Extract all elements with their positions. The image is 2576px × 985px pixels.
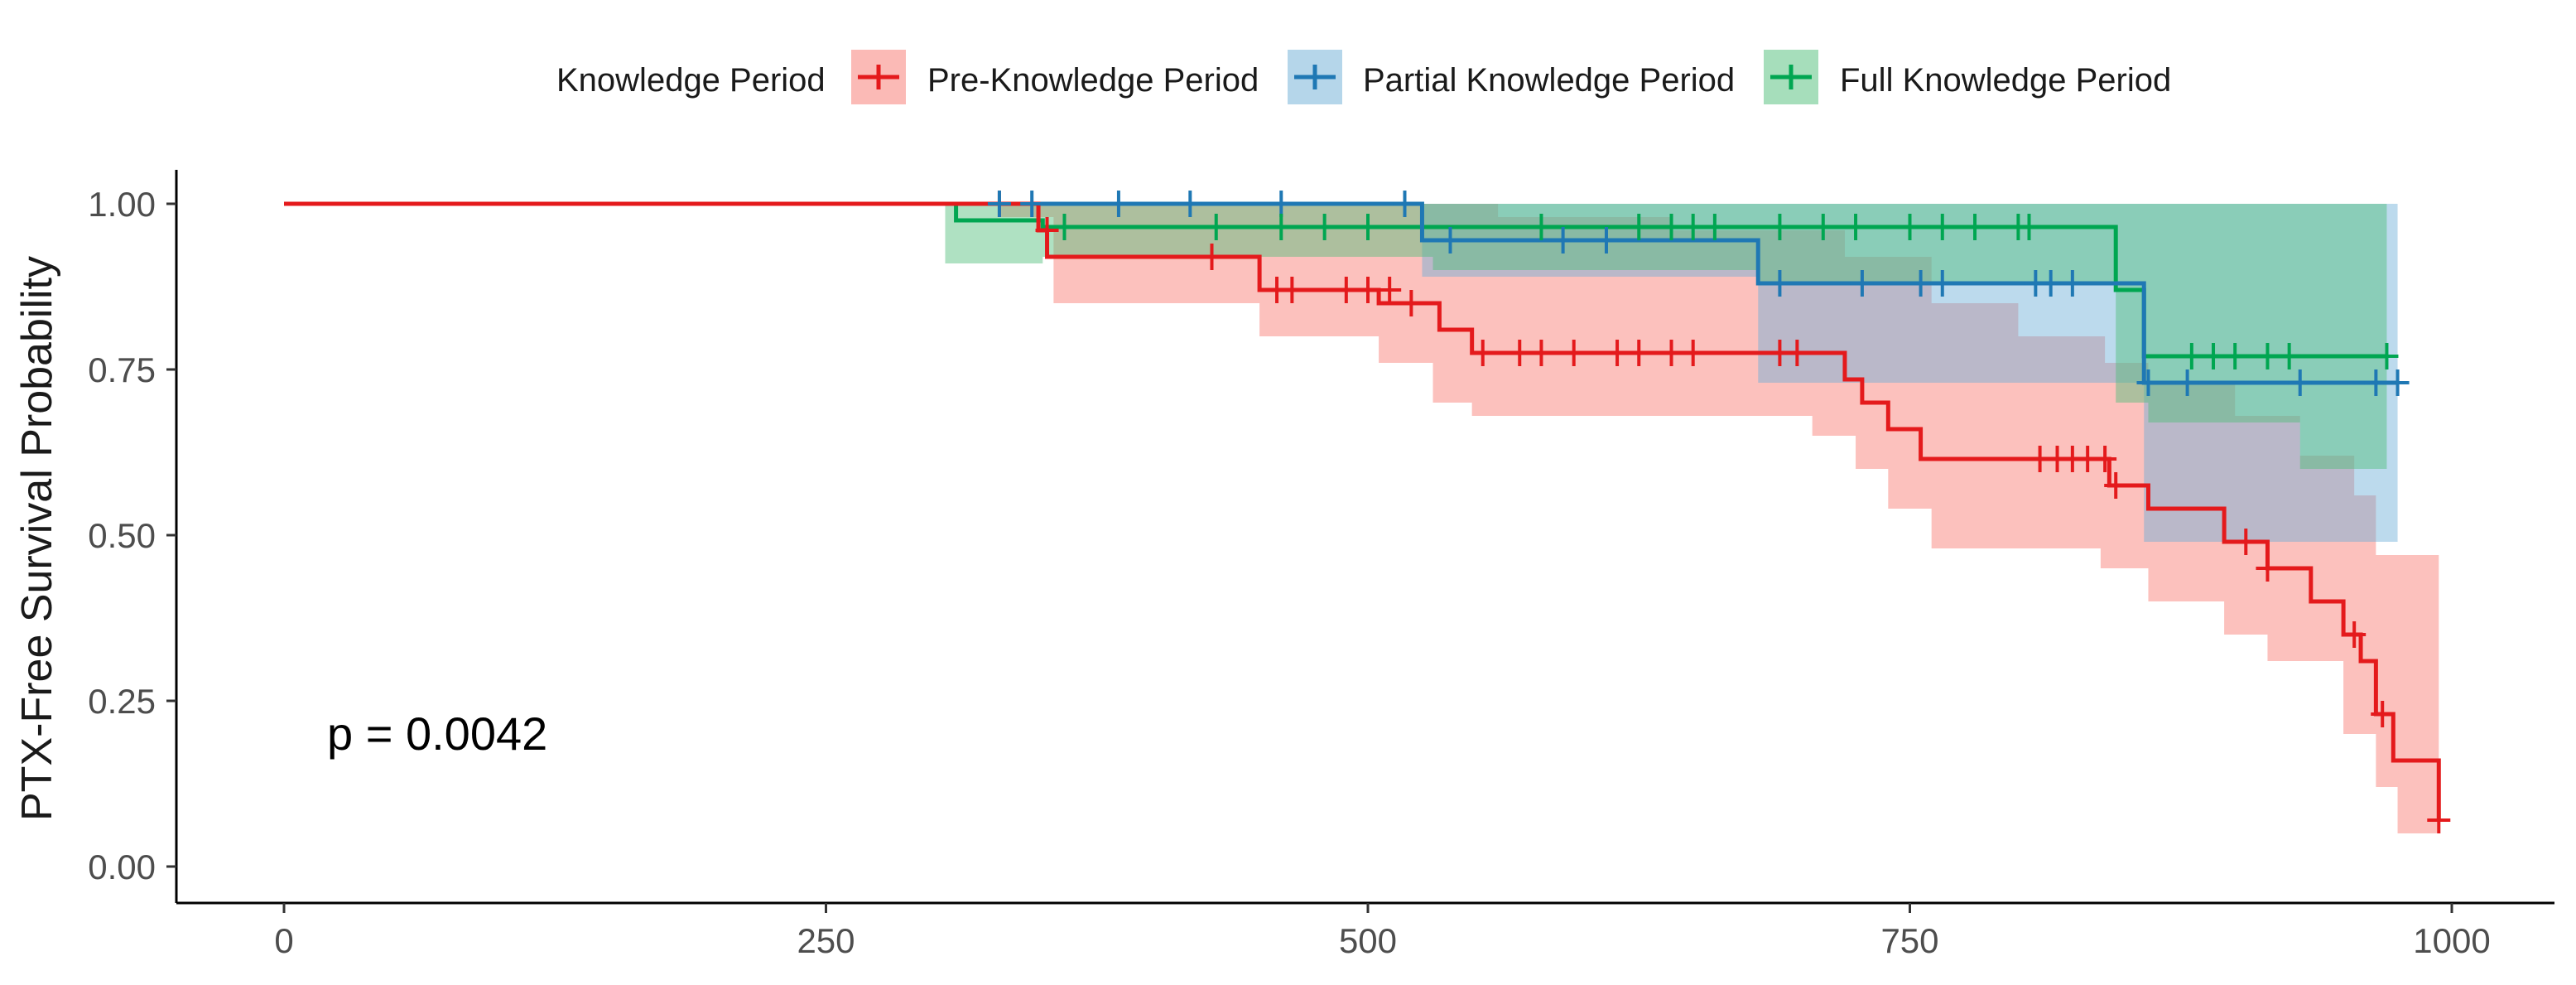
censor-mark-full-knowledge xyxy=(1269,214,1293,240)
censor-mark-full-knowledge xyxy=(2256,343,2280,369)
censor-mark-full-knowledge xyxy=(1356,214,1379,240)
survival-line-partial-knowledge xyxy=(284,201,2398,385)
y-tick-label: 1.00 xyxy=(88,185,156,224)
legend-label-pre-knowledge: Pre-Knowledge Period xyxy=(927,62,1259,99)
censor-mark-full-knowledge xyxy=(1811,214,1835,240)
censor-mark-full-knowledge xyxy=(2223,343,2247,369)
censor-mark-full-knowledge xyxy=(1898,214,1922,240)
legend-label-full-knowledge: Full Knowledge Period xyxy=(1840,62,2171,99)
censor-mark-partial-knowledge xyxy=(1909,270,1933,297)
censor-mark-full-knowledge xyxy=(1930,214,1954,240)
p-value-annotation: p = 0.0042 xyxy=(327,707,547,760)
censor-mark-partial-knowledge xyxy=(1438,227,1462,253)
legend-label-partial-knowledge: Partial Knowledge Period xyxy=(1363,62,1735,99)
legend-title: Knowledge Period xyxy=(556,62,826,99)
censor-mark-pre-knowledge xyxy=(1606,340,1630,366)
censor-mark-partial-knowledge xyxy=(2386,369,2410,396)
legend-item-partial-knowledge: Partial Knowledge Period xyxy=(1288,50,1735,104)
censor-mark-full-knowledge xyxy=(2017,214,2041,240)
censor-mark-full-knowledge xyxy=(1963,214,1987,240)
censor-mark-partial-knowledge xyxy=(2060,270,2084,297)
censor-mark-pre-knowledge xyxy=(1785,340,1809,366)
censor-mark-full-knowledge xyxy=(2202,343,2226,369)
censor-mark-pre-knowledge xyxy=(1334,277,1358,303)
confidence-bands xyxy=(945,204,2439,833)
censor-mark-pre-knowledge xyxy=(1035,217,1059,244)
censor-mark-pre-knowledge xyxy=(2371,701,2395,727)
censor-mark-full-knowledge xyxy=(2179,343,2203,369)
censor-mark-pre-knowledge xyxy=(2093,446,2117,472)
x-tick-label: 500 xyxy=(1339,921,1397,960)
y-tick-label: 0.25 xyxy=(88,682,156,721)
censor-marks xyxy=(987,191,2451,833)
censor-mark-full-knowledge xyxy=(2277,343,2301,369)
censor-mark-full-knowledge xyxy=(1052,214,1076,240)
censor-mark-pre-knowledge xyxy=(1529,340,1553,366)
censor-mark-pre-knowledge xyxy=(1659,340,1683,366)
censor-mark-partial-knowledge xyxy=(987,191,1011,217)
censor-mark-pre-knowledge xyxy=(2256,555,2280,582)
x-tick-label: 750 xyxy=(1880,921,1938,960)
censor-mark-full-knowledge xyxy=(1768,214,1792,240)
censor-mark-full-knowledge xyxy=(1627,214,1651,240)
censor-mark-partial-knowledge xyxy=(1393,191,1417,217)
censor-mark-pre-knowledge xyxy=(1508,340,1532,366)
x-tick-label: 250 xyxy=(797,921,855,960)
censor-mark-pre-knowledge xyxy=(1356,277,1379,303)
x-ticks: 0 250 500 750 1000 xyxy=(274,903,2491,960)
legend-item-full-knowledge: Full Knowledge Period xyxy=(1764,50,2171,104)
censor-mark-pre-knowledge xyxy=(2234,529,2258,555)
censor-mark-partial-knowledge xyxy=(1178,191,1202,217)
censor-mark-full-knowledge xyxy=(1844,214,1868,240)
censor-mark-partial-knowledge xyxy=(1768,270,1792,297)
y-ticks: 0.00 0.25 0.50 0.75 1.00 xyxy=(88,185,176,886)
censor-mark-pre-knowledge xyxy=(1378,277,1402,303)
censor-mark-partial-knowledge xyxy=(1594,227,1618,253)
censor-mark-pre-knowledge xyxy=(1280,277,1304,303)
censor-mark-pre-knowledge xyxy=(2104,472,2128,499)
censor-mark-pre-knowledge xyxy=(1562,340,1586,366)
legend-item-pre-knowledge: Pre-Knowledge Period xyxy=(851,50,1259,104)
y-tick-label: 0.50 xyxy=(88,516,156,555)
censor-mark-pre-knowledge xyxy=(1399,290,1423,316)
censor-mark-pre-knowledge xyxy=(1471,340,1495,366)
censor-mark-pre-knowledge xyxy=(1681,340,1705,366)
censor-mark-full-knowledge xyxy=(1529,214,1553,240)
censor-mark-partial-knowledge xyxy=(2136,369,2160,396)
censor-mark-partial-knowledge xyxy=(2039,270,2063,297)
y-tick-label: 0.00 xyxy=(88,847,156,886)
censor-mark-partial-knowledge xyxy=(1106,191,1130,217)
y-axis-label: PTX-Free Survival Probability xyxy=(13,256,61,821)
censor-mark-full-knowledge xyxy=(1204,214,1228,240)
censor-mark-partial-knowledge xyxy=(1850,270,1874,297)
censor-mark-full-knowledge xyxy=(1702,214,1726,240)
censor-mark-pre-knowledge xyxy=(2427,807,2451,833)
censor-mark-partial-knowledge xyxy=(1551,227,1575,253)
censor-mark-pre-knowledge xyxy=(1627,340,1651,366)
legend: Knowledge Period Pre-Knowledge Period Pa… xyxy=(556,50,2171,104)
ci-band-pre-knowledge xyxy=(999,204,2439,833)
y-tick-label: 0.75 xyxy=(88,350,156,389)
censor-mark-partial-knowledge xyxy=(2364,369,2388,396)
censor-mark-partial-knowledge xyxy=(2175,369,2199,396)
ci-band-full-knowledge xyxy=(945,204,2387,489)
censor-mark-partial-knowledge xyxy=(2288,369,2312,396)
ci-band-partial-knowledge xyxy=(1021,204,2398,542)
censor-mark-full-knowledge xyxy=(2375,343,2399,369)
censor-mark-full-knowledge xyxy=(1681,214,1705,240)
censor-mark-partial-knowledge xyxy=(1269,191,1293,217)
censor-mark-pre-knowledge xyxy=(2342,621,2367,648)
censor-mark-full-knowledge xyxy=(1659,214,1683,240)
censor-mark-partial-knowledge xyxy=(1930,270,1954,297)
censor-mark-pre-knowledge xyxy=(1200,244,1224,270)
censor-mark-partial-knowledge xyxy=(1020,191,1044,217)
x-tick-label: 1000 xyxy=(2413,921,2490,960)
censor-mark-full-knowledge xyxy=(1312,214,1336,240)
x-tick-label: 0 xyxy=(274,921,293,960)
